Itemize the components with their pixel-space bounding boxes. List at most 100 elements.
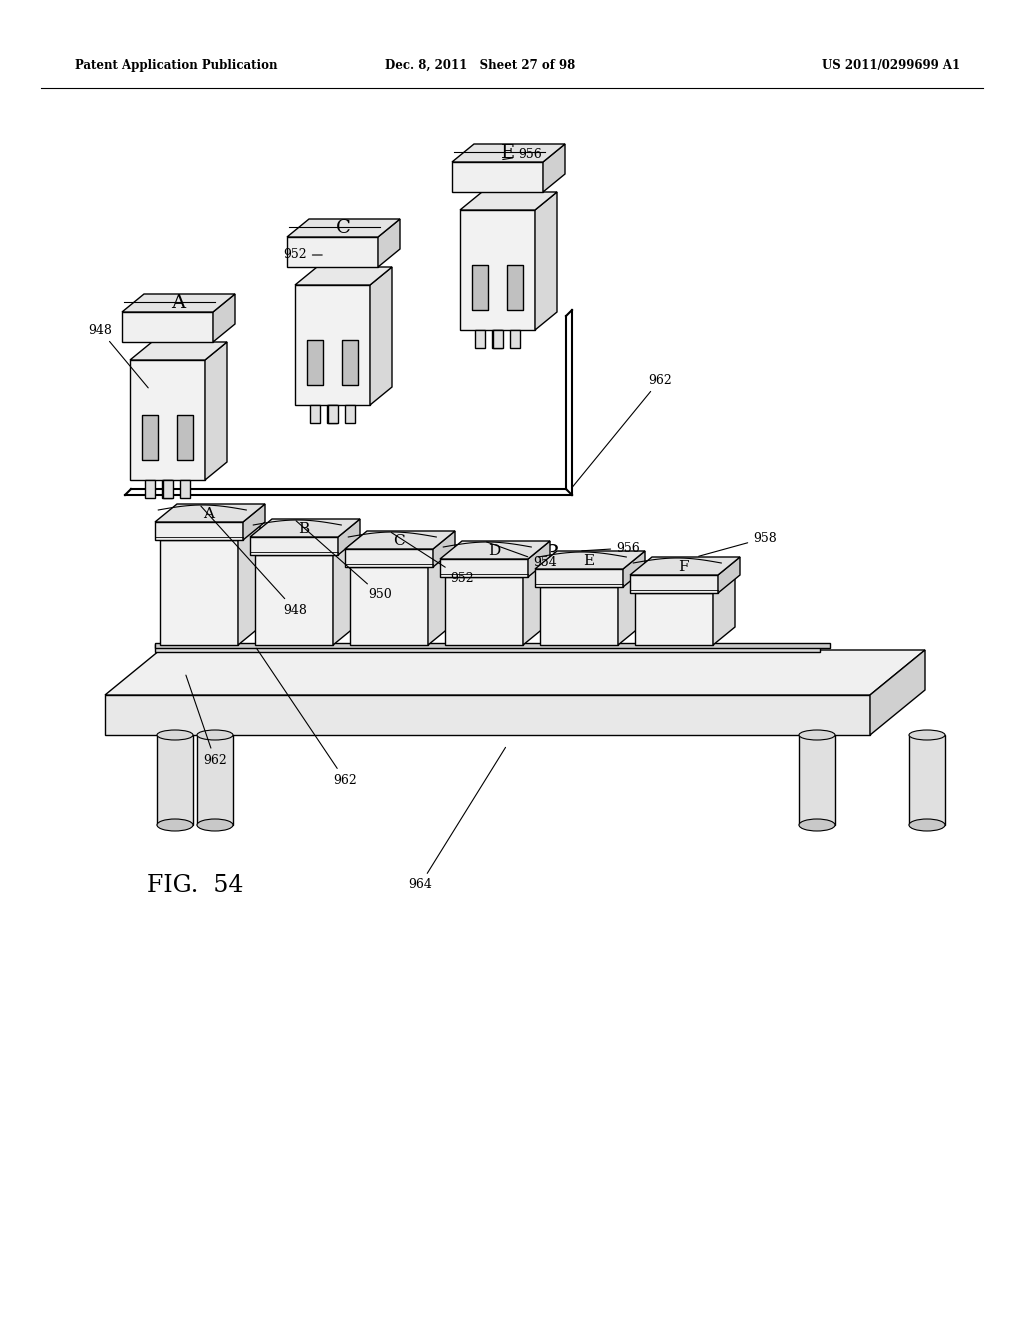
Polygon shape [328, 405, 338, 422]
Polygon shape [238, 521, 260, 645]
Text: 952: 952 [391, 532, 474, 585]
Bar [197, 735, 233, 825]
Ellipse shape [799, 818, 835, 832]
Text: Dec. 8, 2011   Sheet 27 of 98: Dec. 8, 2011 Sheet 27 of 98 [385, 58, 575, 71]
Text: 952: 952 [284, 248, 323, 261]
Ellipse shape [799, 730, 835, 741]
Ellipse shape [157, 730, 193, 741]
Polygon shape [528, 541, 550, 577]
Polygon shape [535, 550, 645, 569]
Polygon shape [535, 569, 623, 587]
Polygon shape [307, 341, 323, 385]
Ellipse shape [909, 818, 945, 832]
Polygon shape [445, 558, 545, 577]
Polygon shape [338, 519, 360, 554]
Polygon shape [523, 558, 545, 645]
Text: C: C [393, 533, 404, 548]
Text: 962: 962 [257, 648, 357, 787]
Polygon shape [255, 554, 333, 645]
Polygon shape [440, 541, 550, 558]
Bar [799, 735, 835, 825]
Text: Patent Application Publication: Patent Application Publication [75, 58, 278, 71]
Polygon shape [122, 294, 234, 312]
Text: 962: 962 [571, 374, 672, 488]
Polygon shape [350, 568, 428, 645]
Polygon shape [623, 550, 645, 587]
Polygon shape [345, 405, 355, 422]
Text: 954: 954 [486, 543, 557, 569]
Polygon shape [342, 341, 358, 385]
Polygon shape [250, 519, 360, 537]
Polygon shape [287, 238, 378, 267]
Bar [157, 735, 193, 825]
Text: 958: 958 [698, 532, 777, 556]
Polygon shape [510, 330, 520, 348]
Polygon shape [160, 521, 260, 540]
Polygon shape [205, 342, 227, 480]
Polygon shape [618, 569, 640, 645]
Ellipse shape [197, 730, 233, 741]
Polygon shape [472, 265, 488, 310]
Polygon shape [445, 577, 523, 645]
Polygon shape [540, 569, 640, 587]
Polygon shape [452, 144, 565, 162]
Polygon shape [310, 405, 319, 422]
Polygon shape [345, 549, 433, 568]
Polygon shape [452, 162, 543, 191]
Polygon shape [428, 549, 450, 645]
Polygon shape [475, 330, 485, 348]
Polygon shape [255, 537, 355, 554]
Polygon shape [493, 330, 503, 348]
Polygon shape [460, 210, 535, 330]
Text: US 2011/0299699 A1: US 2011/0299699 A1 [822, 58, 961, 71]
Polygon shape [142, 414, 158, 459]
Polygon shape [122, 312, 213, 342]
Polygon shape [333, 537, 355, 645]
Polygon shape [162, 480, 172, 498]
Polygon shape [535, 191, 557, 330]
Text: FIG.  53: FIG. 53 [464, 544, 560, 566]
Polygon shape [105, 649, 925, 696]
Text: C: C [336, 219, 351, 238]
Polygon shape [630, 576, 718, 593]
Polygon shape [635, 576, 735, 593]
Text: A: A [171, 294, 185, 312]
Text: A: A [204, 507, 214, 521]
Polygon shape [540, 587, 618, 645]
Text: E: E [584, 554, 595, 568]
Polygon shape [130, 360, 205, 480]
Polygon shape [870, 649, 925, 735]
Polygon shape [155, 644, 820, 652]
Text: 948: 948 [201, 506, 307, 616]
Polygon shape [635, 593, 713, 645]
Polygon shape [295, 267, 392, 285]
Polygon shape [105, 696, 870, 735]
Polygon shape [350, 549, 450, 568]
Polygon shape [440, 558, 528, 577]
Text: 956: 956 [503, 149, 542, 161]
Polygon shape [250, 537, 338, 554]
Text: F: F [679, 560, 689, 574]
Text: D: D [487, 544, 500, 558]
Polygon shape [433, 531, 455, 568]
Polygon shape [213, 294, 234, 342]
Polygon shape [160, 540, 238, 645]
Text: FIG.  54: FIG. 54 [146, 874, 244, 896]
Polygon shape [180, 480, 190, 498]
Bar [909, 735, 945, 825]
Polygon shape [378, 219, 400, 267]
Polygon shape [630, 557, 740, 576]
Polygon shape [492, 330, 502, 348]
Polygon shape [345, 531, 455, 549]
Ellipse shape [157, 818, 193, 832]
Polygon shape [243, 504, 265, 540]
Ellipse shape [909, 730, 945, 741]
Polygon shape [460, 191, 557, 210]
Polygon shape [718, 557, 740, 593]
Text: 956: 956 [582, 541, 640, 554]
Text: B: B [298, 521, 309, 536]
Text: 950: 950 [296, 521, 392, 602]
Polygon shape [327, 405, 337, 422]
Polygon shape [145, 480, 155, 498]
Polygon shape [370, 267, 392, 405]
